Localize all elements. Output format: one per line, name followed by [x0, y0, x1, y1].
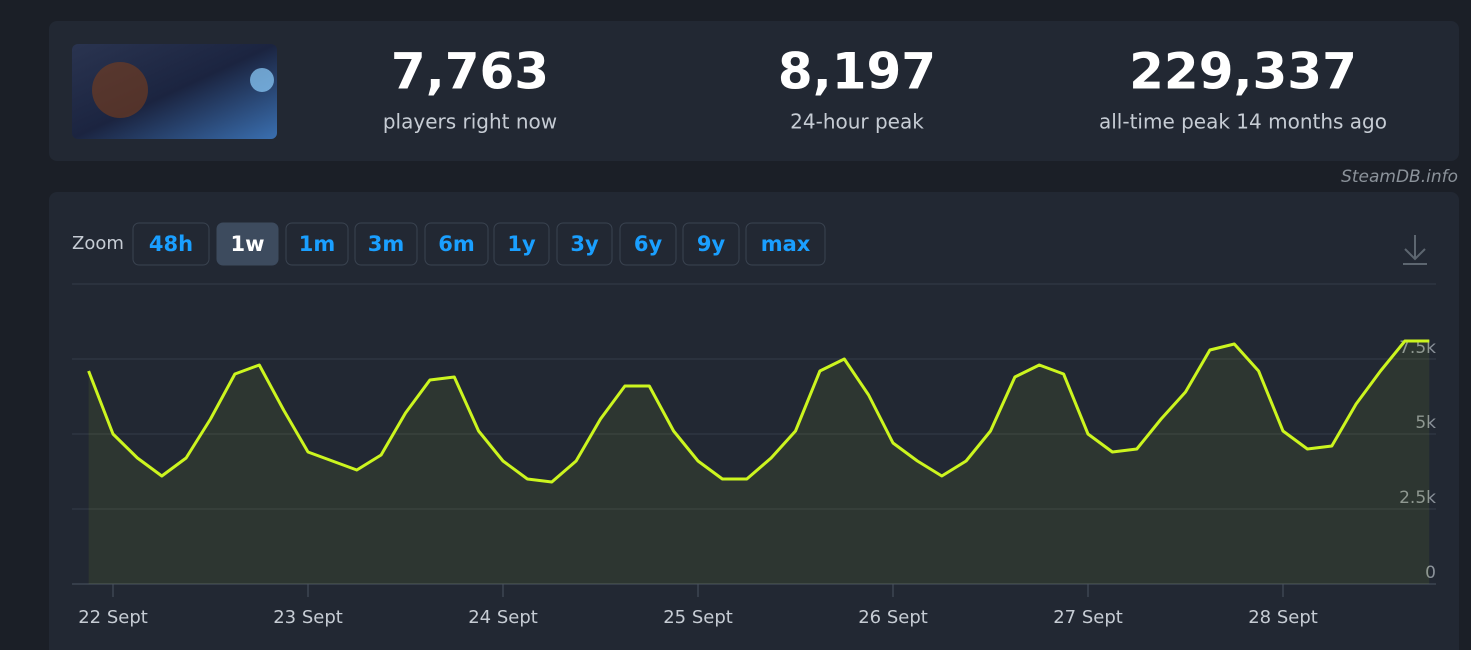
x-tick-label: 26 Sept — [858, 607, 928, 628]
x-tick-label: 25 Sept — [663, 607, 733, 628]
x-tick-label: 28 Sept — [1248, 607, 1318, 628]
zoom-label: Zoom — [72, 233, 124, 254]
zoom-button[interactable]: 6y — [619, 222, 677, 266]
zoom-button[interactable]: 1m — [285, 222, 349, 266]
zoom-button[interactable]: 48h — [132, 222, 210, 266]
x-tick-label: 27 Sept — [1053, 607, 1123, 628]
stat-label: all-time peak 14 months ago — [1099, 110, 1387, 134]
y-tick-label: 5k — [1415, 413, 1436, 433]
zoom-button-label: 3y — [570, 232, 599, 256]
line — [87, 339, 1430, 484]
zoom-button-bg — [424, 222, 489, 266]
stats-card — [49, 21, 1459, 161]
zoom-button-label: 1w — [230, 232, 264, 256]
zoom-button-label: 6m — [438, 232, 475, 256]
stat-value: 229,337 — [1129, 43, 1357, 101]
zoom-button-bg — [619, 222, 677, 266]
stat-label: players right now — [383, 110, 557, 134]
zoom-button-bg — [216, 222, 279, 266]
zoom-button-bg — [354, 222, 418, 266]
download-icon[interactable] — [1403, 235, 1427, 265]
download-arrow — [1403, 235, 1427, 265]
zoom-button-bg — [132, 222, 210, 266]
zoom-button[interactable]: 3y — [556, 222, 613, 266]
zoom-button[interactable]: 1y — [493, 222, 550, 266]
stat-value: 8,197 — [778, 43, 936, 101]
zoom-button-bg — [745, 222, 826, 266]
zoom-button[interactable]: 1w — [216, 222, 279, 266]
stat-value: 7,763 — [391, 43, 549, 101]
x-tick-label: 24 Sept — [468, 607, 538, 628]
x-tick-label: 22 Sept — [78, 607, 148, 628]
zoom-button[interactable]: 9y — [682, 222, 740, 266]
zoom-button-label: 3m — [368, 232, 405, 256]
logo-glow — [250, 68, 274, 92]
zoom-button-bg — [556, 222, 613, 266]
zoom-button-bg — [682, 222, 740, 266]
zoom-button[interactable]: 3m — [354, 222, 418, 266]
zoom-button[interactable]: max — [745, 222, 826, 266]
zoom-button-label: 1m — [299, 232, 336, 256]
zoom-button-bg — [285, 222, 349, 266]
zoom-button-bg — [493, 222, 550, 266]
zoom-button[interactable]: 6m — [424, 222, 489, 266]
y-tick-label: 0 — [1425, 563, 1436, 583]
zoom-button-label: 1y — [507, 232, 536, 256]
y-tick-label: 2.5k — [1399, 488, 1436, 508]
zoom-button-label: 48h — [149, 232, 193, 256]
chart-card — [49, 192, 1459, 650]
stat-label: 24-hour peak — [790, 110, 924, 134]
zoom-button-label: 9y — [697, 232, 726, 256]
y-tick-label: 7.5k — [1399, 338, 1436, 358]
watermark: SteamDB.info — [1341, 167, 1458, 187]
zoom-button-label: max — [761, 232, 811, 256]
x-tick-label: 23 Sept — [273, 607, 343, 628]
area-fill — [88, 341, 1430, 584]
zoom-button-label: 6y — [634, 232, 663, 256]
logo-emblem — [92, 62, 148, 118]
